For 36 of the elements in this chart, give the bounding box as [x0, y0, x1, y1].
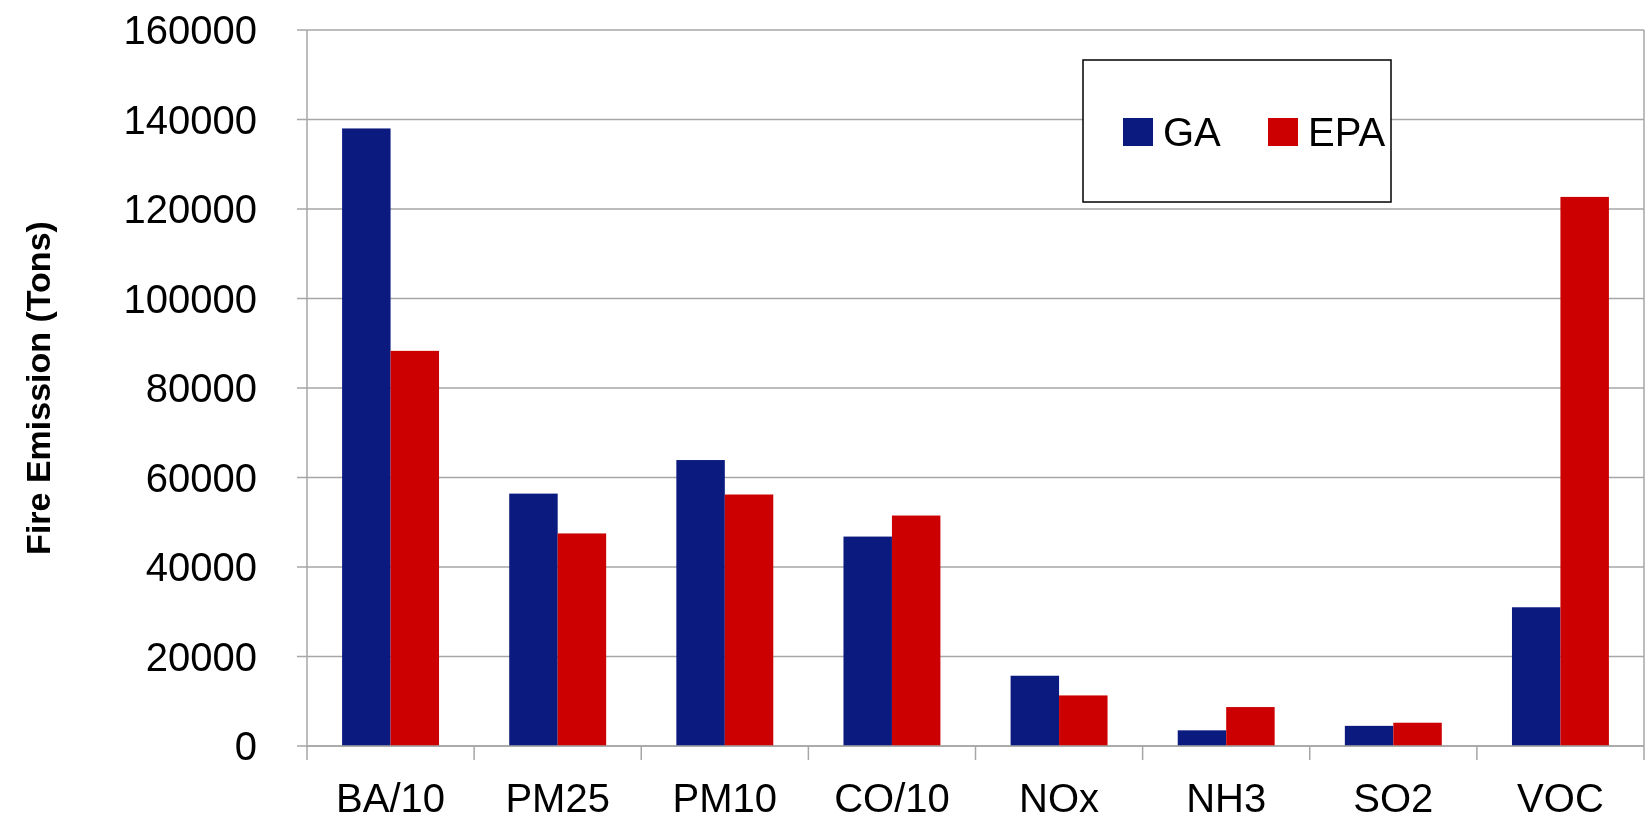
bar [342, 128, 391, 746]
bar [1059, 695, 1108, 746]
x-tick-label: PM10 [672, 776, 778, 820]
legend-label: GA [1163, 110, 1222, 154]
y-tick-label: 40000 [145, 545, 257, 589]
x-tick-label: BA/10 [336, 776, 446, 820]
y-tick-label: 20000 [145, 634, 257, 679]
bar [390, 350, 440, 746]
bar [557, 533, 607, 746]
y-tick-label: 160000 [123, 8, 257, 52]
x-tick-label: NOx [1019, 776, 1100, 820]
y-tick-label: 140000 [123, 97, 257, 142]
bar [1010, 675, 1060, 746]
x-tick-label: NH3 [1186, 776, 1267, 820]
x-tick-label: PM25 [505, 776, 610, 820]
y-axis-title: Fire Emission (Tons) [19, 221, 57, 555]
y-tick-label: 80000 [145, 366, 257, 410]
y-tick-label: 100000 [123, 276, 257, 321]
bar [676, 460, 725, 746]
bar [1511, 607, 1561, 746]
x-tick-label: CO/10 [834, 776, 950, 820]
y-tick-label: 60000 [145, 455, 257, 500]
bar [1344, 725, 1394, 746]
bar [843, 536, 892, 746]
y-tick-label: 120000 [123, 187, 257, 231]
x-tick-label: VOC [1517, 776, 1604, 820]
bar [509, 493, 558, 746]
bar [724, 494, 774, 746]
bar [1393, 722, 1442, 746]
bar [1226, 707, 1275, 746]
x-tick-label: SO2 [1353, 776, 1434, 820]
y-tick-label: 0 [234, 724, 257, 768]
bar [1177, 730, 1227, 746]
bar [891, 515, 941, 746]
legend-label: EPA [1308, 110, 1386, 154]
bar [1560, 196, 1609, 746]
